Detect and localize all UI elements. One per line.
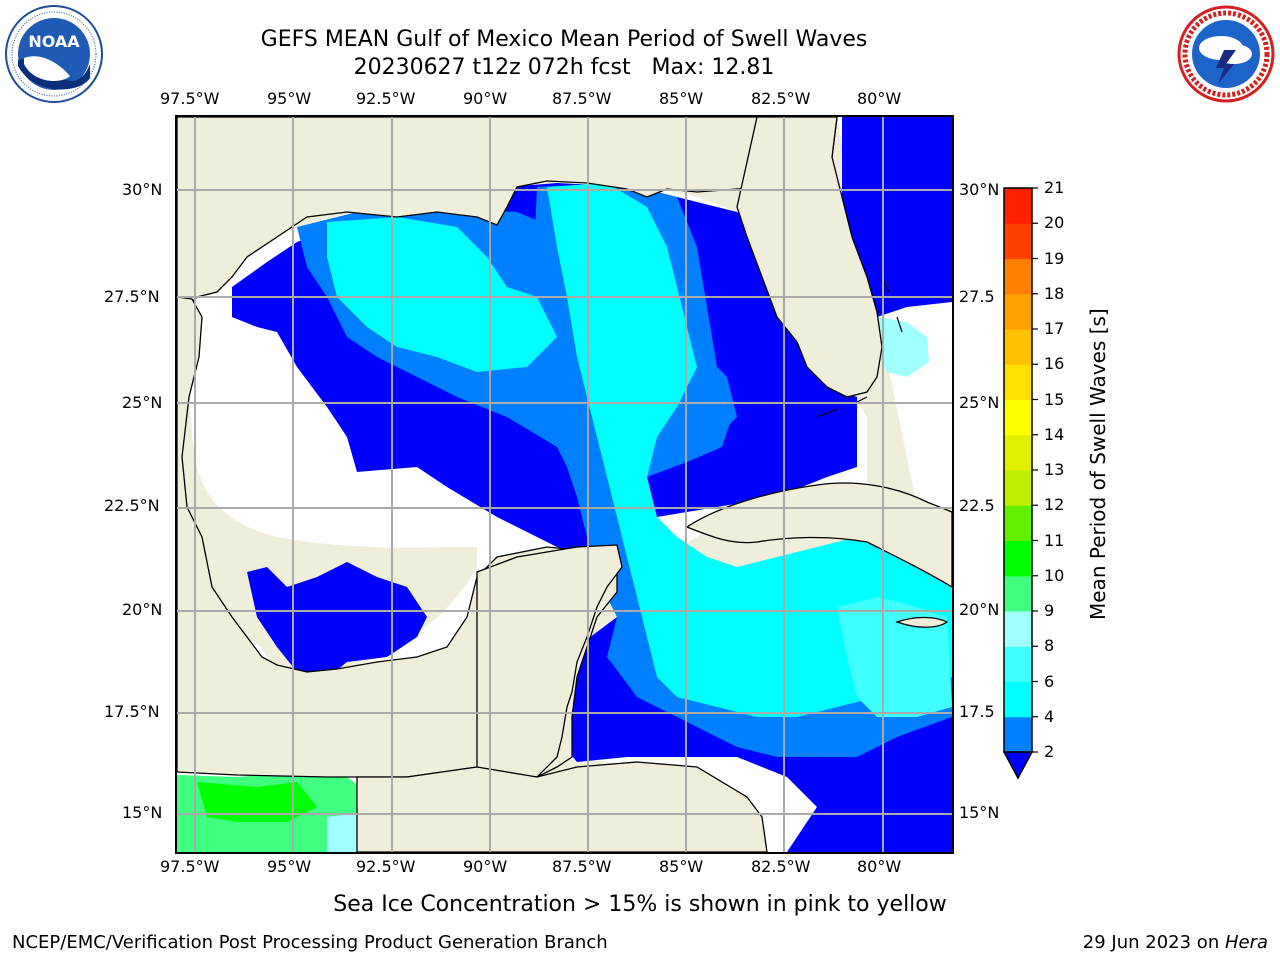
colorbar-tick-label: 11 — [1044, 530, 1065, 550]
lon-label: 85°W — [659, 857, 704, 876]
lon-label: 87.5°W — [552, 89, 612, 108]
colorbar-band — [1004, 364, 1032, 400]
swell-zone-6-8 — [547, 183, 952, 717]
colorbar-band — [1004, 505, 1032, 541]
lat-label: 22.5°N — [104, 496, 160, 515]
land-central-america — [356, 761, 768, 852]
lat-label: 25°N — [122, 393, 163, 412]
colorbar-tick-label: 17 — [1044, 319, 1065, 338]
colorbar-band — [1004, 293, 1032, 330]
swell-zone-2-4 — [842, 117, 952, 317]
colorbar-band — [1004, 258, 1032, 295]
colorbar-svg — [1002, 187, 1038, 780]
swell-zone-6-8 — [327, 217, 557, 372]
colorbar-band — [1004, 329, 1032, 365]
colorbar-tick-label: 18 — [1044, 283, 1065, 303]
lat-label: 22.5 — [959, 496, 995, 515]
colorbar — [1000, 186, 1040, 790]
colorbar-tick-label: 20 — [1044, 213, 1065, 233]
lat-label: 30°N — [122, 180, 163, 199]
lon-label: 90°W — [463, 89, 508, 108]
colorbar-tick-label: 14 — [1044, 424, 1065, 444]
colorbar-band — [1004, 611, 1032, 647]
colorbar-band — [1004, 470, 1032, 506]
colorbar-band — [1004, 646, 1032, 682]
date-text: 29 Jun 2023 on — [1082, 932, 1225, 953]
lon-label: 95°W — [267, 89, 312, 108]
colorbar-tick-label: 2 — [1044, 742, 1055, 761]
colorbar-band — [1004, 540, 1032, 577]
colorbar-label: Mean Period of Swell Waves [s] — [1086, 308, 1110, 620]
lon-label: 97.5°W — [160, 857, 220, 876]
land-bahamas — [816, 276, 903, 418]
land-jamaica — [895, 616, 949, 628]
land-cuba — [685, 482, 952, 588]
lon-label: 80°W — [857, 857, 902, 876]
colorbar-tick-label: 16 — [1044, 354, 1065, 374]
colorbar-tick-label: 4 — [1044, 706, 1055, 726]
date-stamp: 29 Jun 2023 on Hera — [1083, 932, 1268, 953]
colorbar-band — [1004, 716, 1032, 753]
colorbar-tick-label: 19 — [1044, 248, 1065, 268]
lat-label: 27.5°N — [104, 287, 160, 306]
lat-label: 17.5 — [959, 702, 995, 721]
lat-label: 20°N — [122, 600, 163, 619]
colorbar-tick-label: 8 — [1044, 636, 1055, 656]
lat-label: 30°N — [959, 180, 1000, 199]
swell-zone-10-11 — [197, 782, 317, 822]
lon-label: 95°W — [267, 857, 312, 876]
sea-ice-note-text: Sea Ice Concentration > 15% is shown in … — [333, 892, 947, 917]
colorbar-band — [1004, 188, 1032, 224]
colorbar-extend-triangle — [1002, 751, 1034, 780]
graticule — [177, 117, 952, 852]
colorbar-tick-label: 10 — [1044, 565, 1065, 585]
nws-logo — [1176, 4, 1276, 104]
chart-subtitle: 20230627 t12z 072h fcst Max: 12.81 — [353, 55, 775, 80]
colorbar-tick-label: 9 — [1044, 601, 1055, 620]
lat-label: 15°N — [959, 803, 1000, 822]
colorbar-band — [1004, 434, 1032, 471]
svg-text:NOAA: NOAA — [28, 32, 80, 51]
colorbar-tick-label: 21 — [1044, 178, 1065, 197]
chart-title: GEFS MEAN Gulf of Mexico Mean Period of … — [260, 27, 868, 52]
lat-label: 20°N — [959, 600, 1000, 619]
lat-label: 15°N — [122, 803, 163, 822]
lat-label: 17.5°N — [104, 702, 160, 721]
lon-label: 85°W — [659, 89, 704, 108]
map-svg — [177, 117, 952, 852]
colorbar-tick-label: 12 — [1044, 495, 1065, 515]
lon-label: 82.5°W — [751, 89, 811, 108]
lon-label: 97.5°W — [160, 89, 220, 108]
colorbar-tick-label: 13 — [1044, 460, 1065, 479]
lon-label: 82.5°W — [751, 857, 811, 876]
lon-label: 92.5°W — [356, 89, 416, 108]
swell-zone-8-9 — [877, 317, 929, 377]
sea-ice-note: Sea Ice Concentration > 15% is shown in … — [0, 892, 1280, 917]
noaa-logo: NOAA — [4, 4, 104, 104]
lon-label: 92.5°W — [356, 857, 416, 876]
colorbar-tick-label: 6 — [1044, 671, 1055, 691]
map-panel — [175, 115, 954, 854]
lat-label: 25°N — [959, 393, 1000, 412]
credit-text: NCEP/EMC/Verification Post Processing Pr… — [12, 932, 608, 953]
lat-label: 27.5 — [959, 287, 995, 306]
colorbar-band — [1004, 681, 1032, 718]
lon-label: 80°W — [857, 89, 902, 108]
colorbar-tick-label: 15 — [1044, 389, 1065, 409]
land-florida — [736, 117, 883, 398]
lon-label: 87.5°W — [552, 857, 612, 876]
machine-name: Hera — [1224, 932, 1268, 953]
colorbar-band — [1004, 575, 1032, 612]
lon-label: 90°W — [463, 857, 508, 876]
colorbar-band — [1004, 399, 1032, 436]
colorbar-band — [1004, 223, 1032, 259]
